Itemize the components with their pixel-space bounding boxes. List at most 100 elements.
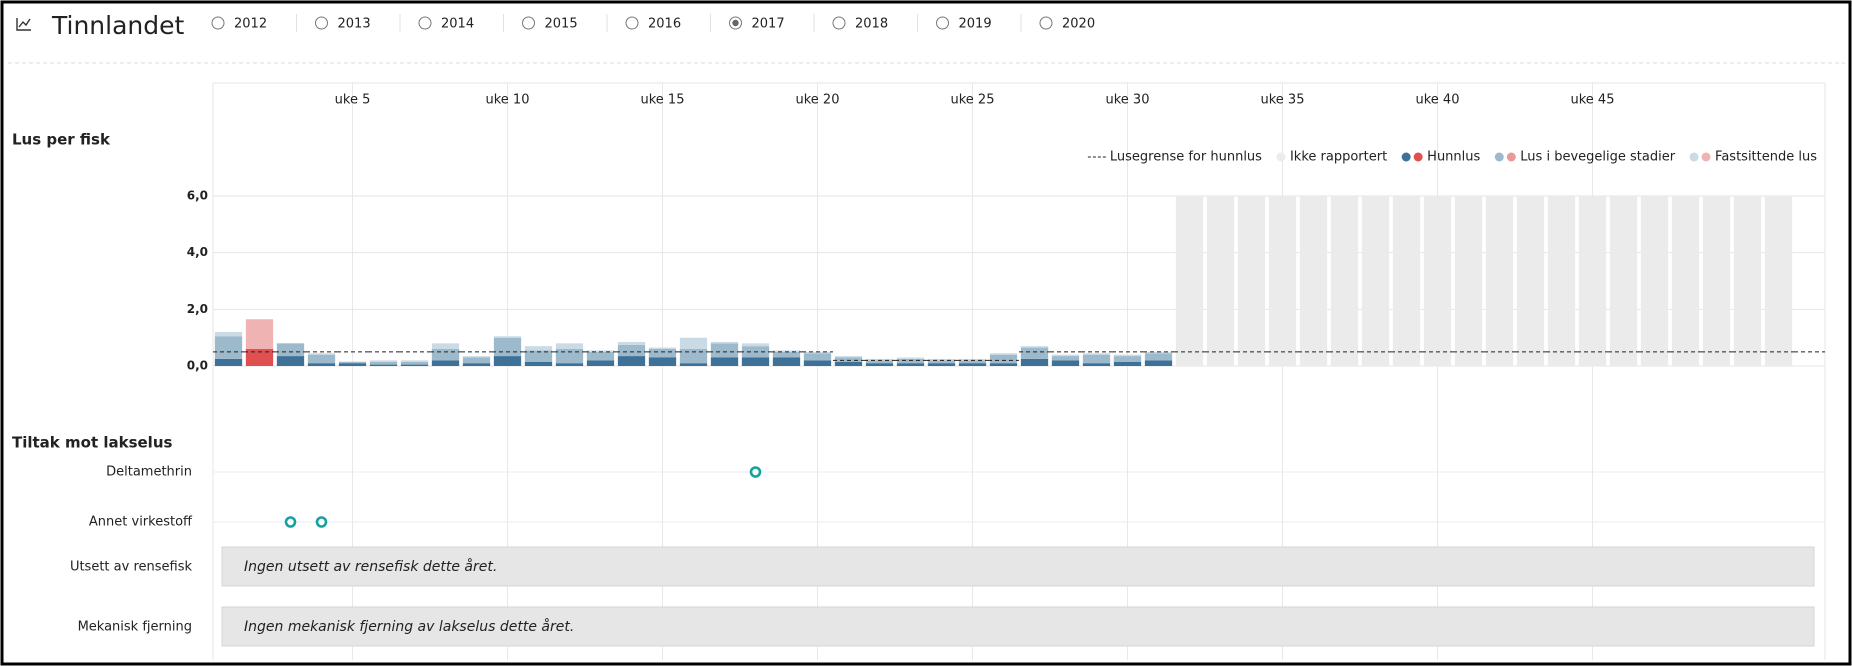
not-reported-bar: [1454, 196, 1483, 366]
lice-bar-segment: [586, 351, 615, 361]
lice-bar-segment: [989, 353, 1018, 355]
lice-bar-segment: [431, 349, 460, 361]
lice-bar-segment: [1113, 361, 1142, 366]
year-label[interactable]: 2013: [338, 17, 371, 32]
section-title: Tiltak mot lakselus: [12, 434, 172, 452]
lice-bar-segment: [1082, 354, 1111, 364]
lice-bar-segment: [338, 361, 367, 364]
lice-bar-segment: [648, 357, 677, 366]
lice-bar-segment: [772, 350, 801, 352]
page-title: Tinnlandet: [51, 11, 184, 40]
treatment-label: Utsett av rensefisk: [70, 560, 193, 575]
lice-bar-segment: [865, 363, 894, 366]
lice-bar-segment: [958, 358, 987, 361]
lice-bar-segment: [710, 357, 739, 366]
lice-bar-segment: [493, 336, 522, 338]
not-reported-bar: [1609, 196, 1638, 366]
lice-bar-segment: [586, 350, 615, 352]
lice-bar-segment: [958, 360, 987, 364]
not-reported-bar: [1733, 196, 1762, 366]
lice-bar-segment: [369, 361, 398, 365]
not-reported-bar: [1485, 196, 1514, 366]
year-label[interactable]: 2016: [648, 17, 681, 32]
lice-bar-segment: [307, 353, 336, 355]
lice-bar-segment: [679, 363, 708, 366]
x-tick-label: uke 5: [335, 93, 371, 108]
year-radio[interactable]: [418, 16, 432, 30]
y-tick-label: 6,0: [187, 189, 208, 203]
message-box: [221, 546, 1815, 587]
x-tick-label: uke 30: [1106, 93, 1150, 108]
treatment-label: Annet virkestoff: [89, 515, 193, 530]
year-label[interactable]: 2018: [855, 17, 888, 32]
not-reported-bar: [1578, 196, 1607, 366]
lice-bar-segment: [245, 349, 274, 366]
legend-swatch: [1506, 152, 1516, 162]
not-reported-bar: [1175, 196, 1204, 366]
lice-bar-segment: [958, 363, 987, 366]
lice-bar-segment: [524, 346, 553, 351]
x-tick-label: uke 35: [1261, 93, 1305, 108]
lice-bar-segment: [462, 357, 491, 364]
lice-bar-segment: [1082, 363, 1111, 366]
not-reported-bar: [1206, 196, 1235, 366]
not-reported-bar: [1237, 196, 1266, 366]
lice-bar-segment: [400, 360, 429, 362]
year-radio[interactable]: [936, 16, 949, 30]
legend-label: Lusegrense for hunnlus: [1110, 150, 1262, 165]
lice-bar-segment: [276, 356, 305, 366]
year-label[interactable]: 2012: [234, 17, 267, 32]
lice-bar-segment: [493, 337, 522, 357]
not-reported-bar: [1640, 196, 1669, 366]
legend-swatch: [1401, 152, 1411, 162]
lice-bar-segment: [1020, 346, 1049, 348]
year-label[interactable]: 2019: [959, 17, 992, 32]
lice-bar-segment: [927, 358, 956, 361]
lice-bar-segment: [493, 356, 522, 366]
legend-swatch: [1689, 152, 1699, 162]
lice-bar-segment: [1144, 353, 1173, 361]
treatment-marker: [284, 516, 297, 528]
lice-bar-segment: [1082, 353, 1111, 355]
year-radio-selected: [732, 19, 739, 27]
lice-bar-segment: [338, 363, 367, 366]
year-radio[interactable]: [1039, 16, 1053, 30]
lice-bar-segment: [648, 349, 677, 358]
year-radio[interactable]: [832, 16, 846, 30]
year-label[interactable]: 2017: [752, 17, 785, 32]
lice-bar-segment: [1113, 356, 1142, 362]
lice-bar-segment: [245, 319, 274, 349]
lice-bar-segment: [214, 336, 243, 359]
lice-bar-segment: [1020, 358, 1049, 366]
lice-bar-segment: [524, 361, 553, 366]
year-radio[interactable]: [315, 16, 328, 30]
lice-bar-segment: [989, 363, 1018, 366]
x-tick-label: uke 25: [951, 93, 995, 108]
lice-bar-segment: [617, 344, 646, 357]
lice-bar-segment: [462, 356, 491, 358]
lice-bar-segment: [369, 360, 398, 362]
chart-icon: [16, 18, 31, 31]
lice-bar-segment: [803, 351, 832, 354]
section-title: Lus per fisk: [12, 131, 111, 149]
legend-label: Hunnlus: [1427, 150, 1480, 165]
not-reported-bar: [1671, 196, 1700, 366]
lice-bar-segment: [710, 341, 739, 344]
lice-bar-segment: [586, 360, 615, 366]
lice-bar-segment: [617, 341, 646, 345]
not-reported-bar: [1392, 196, 1421, 366]
year-radio[interactable]: [522, 16, 535, 30]
year-label[interactable]: 2014: [441, 17, 474, 32]
year-label[interactable]: 2015: [545, 17, 578, 32]
not-reported-bar: [1516, 196, 1545, 366]
lice-bar-segment: [1051, 354, 1080, 357]
lice-bar-segment: [431, 343, 460, 349]
legend-swatch: [1413, 152, 1423, 162]
year-label[interactable]: 2020: [1062, 17, 1095, 32]
lice-bar-segment: [555, 363, 584, 366]
year-radio[interactable]: [625, 16, 639, 30]
x-tick-label: uke 40: [1416, 93, 1460, 108]
year-radio[interactable]: [211, 16, 225, 30]
y-tick-label: 4,0: [187, 245, 208, 259]
